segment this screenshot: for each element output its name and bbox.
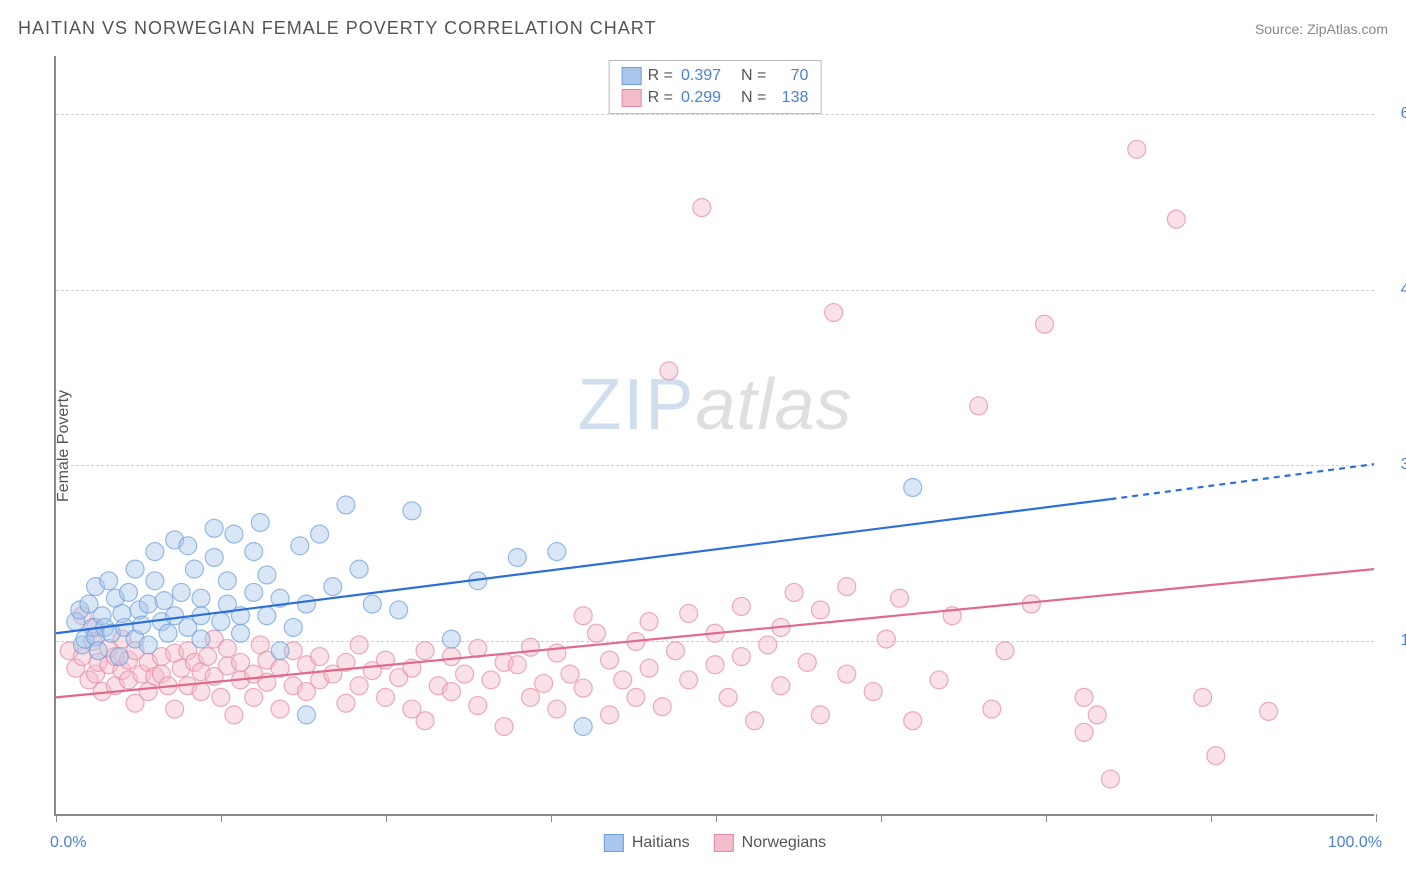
y-tick-label: 45.0% (1382, 281, 1406, 299)
chart-source: Source: ZipAtlas.com (1255, 21, 1388, 37)
legend-stats: R = 0.397 N = 70 R = 0.299 N = 138 (609, 60, 822, 114)
swatch-haitians (622, 67, 642, 85)
x-tick (716, 814, 717, 822)
plot-area: ZIPatlas R = 0.397 N = 70 R = 0.299 N = … (54, 56, 1374, 816)
chart-header: HAITIAN VS NORWEGIAN FEMALE POVERTY CORR… (18, 18, 1388, 39)
x-tick (221, 814, 222, 822)
x-tick (56, 814, 57, 822)
legend-stats-row-1: R = 0.299 N = 138 (622, 87, 809, 109)
x-tick (386, 814, 387, 822)
legend-series: Haitians Norwegians (604, 834, 826, 852)
x-tick (881, 814, 882, 822)
swatch-norwegians-b (714, 834, 734, 852)
x-tick (1211, 814, 1212, 822)
chart-svg (56, 56, 1374, 814)
y-tick-label: 15.0% (1382, 632, 1406, 650)
legend-stats-row-0: R = 0.397 N = 70 (622, 65, 809, 87)
x-tick (1046, 814, 1047, 822)
legend-item-norwegians: Norwegians (714, 834, 826, 852)
swatch-norwegians (622, 89, 642, 107)
x-tick (1376, 814, 1377, 822)
x-tick (551, 814, 552, 822)
x-axis-start: 0.0% (50, 834, 86, 852)
chart-title: HAITIAN VS NORWEGIAN FEMALE POVERTY CORR… (18, 18, 656, 39)
x-axis-end: 100.0% (1328, 834, 1382, 852)
legend-item-haitians: Haitians (604, 834, 690, 852)
y-tick-label: 30.0% (1382, 456, 1406, 474)
y-tick-label: 60.0% (1382, 105, 1406, 123)
swatch-haitians-b (604, 834, 624, 852)
